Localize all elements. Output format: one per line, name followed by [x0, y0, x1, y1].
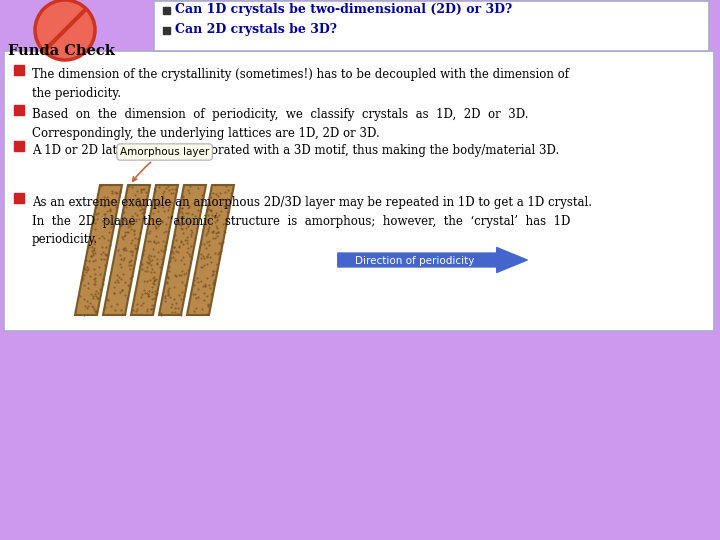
Polygon shape: [159, 185, 206, 315]
FancyBboxPatch shape: [14, 105, 24, 115]
FancyBboxPatch shape: [163, 7, 170, 14]
Polygon shape: [187, 185, 234, 315]
Text: Can 1D crystals be two-dimensional (2D) or 3D?: Can 1D crystals be two-dimensional (2D) …: [175, 3, 512, 17]
Text: Based  on  the  dimension  of  periodicity,  we  classify  crystals  as  1D,  2D: Based on the dimension of periodicity, w…: [32, 108, 528, 139]
FancyBboxPatch shape: [14, 65, 24, 75]
FancyBboxPatch shape: [163, 27, 170, 34]
Polygon shape: [131, 185, 178, 315]
FancyArrowPatch shape: [338, 247, 527, 273]
Text: Amorphous layer: Amorphous layer: [120, 147, 210, 181]
Text: Can 2D crystals be 3D?: Can 2D crystals be 3D?: [175, 24, 337, 37]
Text: The dimension of the crystallinity (sometimes!) has to be decoupled with the dim: The dimension of the crystallinity (some…: [32, 68, 569, 99]
FancyBboxPatch shape: [14, 193, 24, 203]
Text: Direction of periodicity: Direction of periodicity: [355, 256, 474, 266]
FancyBboxPatch shape: [14, 141, 24, 151]
Circle shape: [35, 0, 95, 60]
Text: A 1D or 2D lattice may be decorated with a 3D motif, thus making the body/materi: A 1D or 2D lattice may be decorated with…: [32, 144, 559, 157]
Text: As an extreme example an amorphous 2D/3D layer may be repeated in 1D to get a 1D: As an extreme example an amorphous 2D/3D…: [32, 196, 592, 246]
Text: Funda Check: Funda Check: [8, 44, 115, 58]
FancyBboxPatch shape: [154, 1, 709, 51]
FancyBboxPatch shape: [4, 51, 714, 331]
Polygon shape: [103, 185, 150, 315]
Polygon shape: [75, 185, 122, 315]
